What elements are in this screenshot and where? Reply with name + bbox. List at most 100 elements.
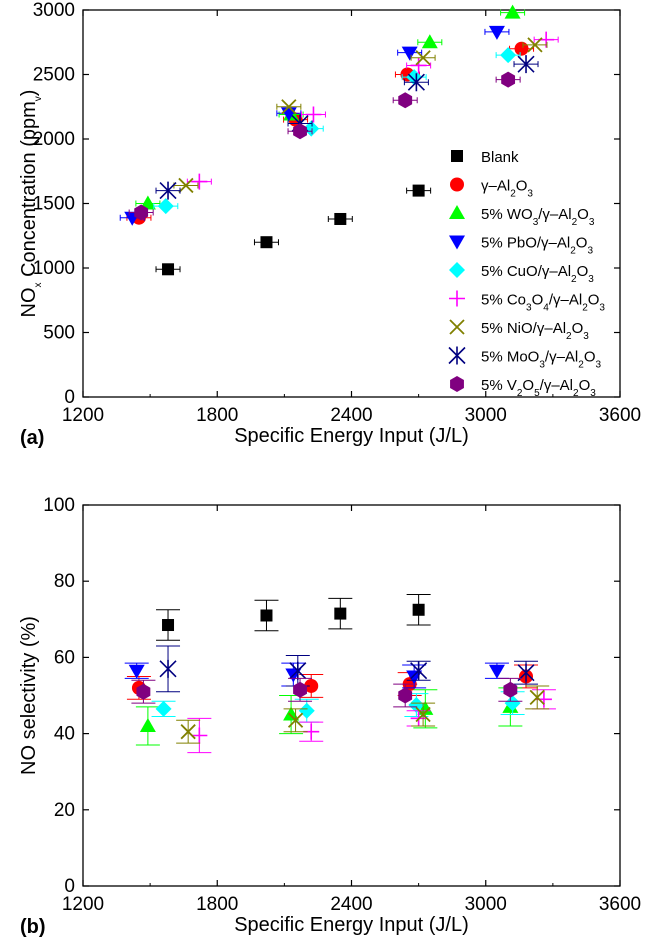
y-tick-label: 60 bbox=[54, 647, 75, 668]
series-hexagon bbox=[131, 677, 523, 708]
data-point bbox=[260, 609, 273, 622]
y-tick-label: 40 bbox=[54, 724, 75, 745]
legend-marker bbox=[451, 150, 463, 162]
data-point bbox=[410, 57, 427, 74]
x-tick-label: 3000 bbox=[465, 405, 507, 426]
y-tick-label: 1500 bbox=[33, 194, 75, 215]
data-point bbox=[136, 683, 151, 700]
series-square bbox=[156, 594, 431, 641]
data-point bbox=[415, 706, 431, 723]
legend-label: γ–Al2O3 bbox=[481, 178, 533, 200]
y-tick-label: 2500 bbox=[33, 65, 75, 86]
data-point bbox=[415, 50, 431, 66]
data-point bbox=[412, 603, 425, 616]
data-point bbox=[191, 173, 208, 190]
data-point bbox=[293, 123, 307, 140]
legend-label: 5% V2O5/γ–Al2O3 bbox=[481, 377, 596, 399]
series-x bbox=[173, 37, 548, 194]
y-tick-label: 100 bbox=[43, 495, 75, 516]
y-tick-label: 0 bbox=[64, 387, 75, 408]
data-point bbox=[407, 73, 425, 92]
data-point bbox=[398, 687, 413, 704]
series-hexagon bbox=[128, 71, 521, 221]
data-point bbox=[298, 702, 315, 719]
data-point bbox=[134, 204, 149, 221]
data-point bbox=[504, 4, 521, 19]
data-point bbox=[529, 689, 545, 706]
data-point bbox=[162, 263, 175, 276]
legend-marker bbox=[449, 235, 465, 250]
x-tick-label: 1800 bbox=[196, 405, 238, 426]
data-point bbox=[500, 47, 517, 64]
data-point bbox=[398, 92, 413, 109]
legend-marker bbox=[449, 205, 465, 219]
x-axis-title: Specific Energy Input (J/L) bbox=[234, 425, 469, 447]
data-point bbox=[334, 607, 347, 620]
data-point bbox=[260, 236, 273, 249]
legend-marker bbox=[449, 319, 465, 335]
data-point bbox=[410, 661, 428, 680]
y-axis-title: NOx Concentration (ppmv) bbox=[18, 90, 44, 318]
x-axis-title: Specific Energy Input (J/L) bbox=[234, 914, 469, 936]
data-point bbox=[287, 712, 304, 728]
y-axis-title: NO selectivity (%) bbox=[18, 616, 40, 775]
data-point bbox=[517, 55, 535, 74]
series-diamond bbox=[153, 47, 521, 215]
y-tick-label: 2000 bbox=[33, 129, 75, 150]
series-asterisk bbox=[156, 645, 539, 693]
series-square bbox=[155, 184, 432, 276]
series-plus bbox=[187, 689, 556, 754]
x-tick-label: 1200 bbox=[62, 894, 104, 915]
data-point bbox=[155, 700, 172, 717]
data-point bbox=[504, 695, 521, 712]
series-diamond bbox=[151, 691, 525, 723]
legend-label: 5% Co3O4/γ–Al2O3 bbox=[481, 292, 605, 314]
chart-panel-b: 1200 1800 2400 3000 3600 0 20 40 60 80 100 Specific… bbox=[18, 495, 641, 938]
series-circle bbox=[126, 664, 539, 700]
y-tick-label: 3000 bbox=[33, 0, 75, 21]
data-point bbox=[488, 664, 505, 679]
x-tick-label: 3000 bbox=[465, 894, 507, 915]
legend-label: 5% WO3/γ–Al2O3 bbox=[481, 206, 595, 228]
data-point bbox=[412, 184, 425, 197]
data-point bbox=[289, 661, 307, 680]
data-point bbox=[139, 195, 156, 210]
data-point bbox=[128, 664, 145, 679]
y-tick-label: 20 bbox=[54, 800, 75, 821]
legend-marker bbox=[449, 290, 465, 307]
legend-marker bbox=[450, 376, 464, 392]
y-tick-label: 80 bbox=[54, 571, 75, 592]
data-point bbox=[293, 681, 307, 698]
series-triangle-up bbox=[135, 4, 526, 210]
legend-label: 5% MoO3/γ–Al2O3 bbox=[481, 349, 602, 371]
data-point bbox=[401, 46, 418, 61]
data-point bbox=[334, 212, 347, 225]
legend-label: Blank bbox=[481, 149, 519, 166]
data-point bbox=[157, 198, 174, 215]
data-point bbox=[305, 106, 322, 123]
data-point bbox=[191, 727, 208, 744]
data-point bbox=[303, 120, 320, 137]
x-tick-label: 3600 bbox=[599, 894, 641, 915]
data-point bbox=[162, 619, 175, 632]
series-x bbox=[176, 685, 550, 744]
data-point bbox=[408, 697, 425, 714]
data-point bbox=[304, 678, 319, 693]
data-point bbox=[180, 724, 196, 740]
data-point bbox=[159, 181, 177, 200]
x-tick-label: 1800 bbox=[196, 894, 238, 915]
x-tick-label: 3600 bbox=[599, 405, 641, 426]
chart-panel-a: 1200 1800 2400 3000 3600 0 500 1000 1500 2000 2500… bbox=[18, 0, 641, 449]
data-point bbox=[281, 99, 297, 115]
legend-label: 5% NiO/γ–Al2O3 bbox=[481, 320, 589, 342]
legend: Blank γ–Al2O3 5% WO3/γ–Al2O3 5% PbO/γ–Al2O3… bbox=[448, 149, 605, 399]
data-point bbox=[501, 71, 516, 88]
y-tick-label: 500 bbox=[43, 323, 75, 344]
series-circle bbox=[126, 41, 535, 225]
legend-label: 5% PbO/γ–Al2O3 bbox=[481, 235, 593, 257]
data-point bbox=[527, 37, 543, 53]
y-tick-label: 1000 bbox=[33, 258, 75, 279]
x-tick-label: 1200 bbox=[62, 405, 104, 426]
legend-marker bbox=[449, 262, 465, 278]
